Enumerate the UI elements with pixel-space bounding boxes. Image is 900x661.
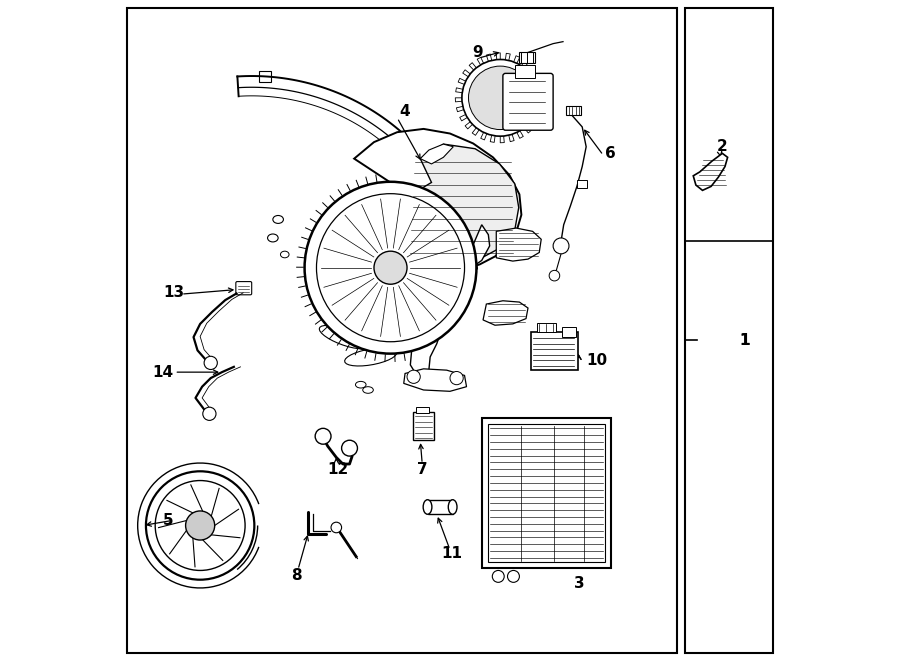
Text: 4: 4 bbox=[400, 104, 410, 118]
Text: 1: 1 bbox=[739, 333, 750, 348]
Bar bbox=[518, 52, 536, 63]
Circle shape bbox=[462, 59, 538, 136]
Text: 6: 6 bbox=[605, 146, 616, 161]
Bar bbox=[577, 180, 588, 188]
Polygon shape bbox=[404, 369, 466, 391]
Circle shape bbox=[492, 570, 504, 582]
Text: 10: 10 bbox=[586, 353, 608, 368]
Bar bbox=[566, 106, 580, 115]
Polygon shape bbox=[420, 144, 454, 164]
Bar bbox=[515, 65, 535, 78]
Ellipse shape bbox=[363, 387, 374, 393]
Bar bbox=[259, 71, 271, 82]
FancyBboxPatch shape bbox=[236, 282, 252, 295]
Bar bbox=[685, 8, 772, 653]
Text: 3: 3 bbox=[573, 576, 584, 590]
Circle shape bbox=[204, 356, 217, 369]
Ellipse shape bbox=[448, 500, 457, 514]
Ellipse shape bbox=[281, 251, 289, 258]
FancyBboxPatch shape bbox=[503, 73, 554, 130]
Bar bbox=[562, 327, 576, 337]
Text: 13: 13 bbox=[163, 285, 184, 299]
Ellipse shape bbox=[267, 234, 278, 242]
Circle shape bbox=[185, 511, 215, 540]
Bar bbox=[428, 500, 453, 514]
Polygon shape bbox=[496, 228, 541, 261]
Text: 2: 2 bbox=[717, 139, 728, 154]
Bar bbox=[531, 332, 578, 370]
Polygon shape bbox=[402, 144, 518, 264]
Polygon shape bbox=[355, 129, 521, 271]
Circle shape bbox=[317, 194, 464, 342]
Ellipse shape bbox=[423, 500, 432, 514]
Text: 7: 7 bbox=[417, 462, 428, 477]
Circle shape bbox=[469, 66, 532, 130]
Polygon shape bbox=[489, 424, 605, 562]
Circle shape bbox=[407, 370, 420, 383]
Text: 12: 12 bbox=[327, 462, 348, 477]
Circle shape bbox=[202, 407, 216, 420]
Bar bbox=[482, 418, 611, 568]
Circle shape bbox=[315, 428, 331, 444]
Text: 11: 11 bbox=[441, 547, 462, 561]
Circle shape bbox=[331, 522, 342, 533]
Circle shape bbox=[304, 182, 476, 354]
Text: 8: 8 bbox=[292, 568, 302, 582]
Bar bbox=[416, 407, 428, 413]
Text: 9: 9 bbox=[472, 46, 483, 60]
Circle shape bbox=[342, 440, 357, 456]
Circle shape bbox=[450, 371, 464, 385]
Ellipse shape bbox=[356, 381, 366, 388]
Ellipse shape bbox=[273, 215, 284, 223]
Circle shape bbox=[549, 270, 560, 281]
Circle shape bbox=[146, 471, 255, 580]
Polygon shape bbox=[483, 301, 528, 325]
Bar bbox=[413, 412, 434, 440]
Text: 14: 14 bbox=[153, 365, 174, 379]
Text: 5: 5 bbox=[163, 513, 174, 527]
Bar bbox=[406, 137, 419, 148]
Bar bbox=[537, 323, 556, 332]
Circle shape bbox=[508, 570, 519, 582]
Circle shape bbox=[374, 251, 407, 284]
Circle shape bbox=[155, 481, 245, 570]
Circle shape bbox=[554, 238, 569, 254]
Bar bbox=[128, 8, 678, 653]
Polygon shape bbox=[391, 225, 490, 375]
Polygon shape bbox=[693, 153, 727, 190]
Text: 1: 1 bbox=[739, 333, 750, 348]
